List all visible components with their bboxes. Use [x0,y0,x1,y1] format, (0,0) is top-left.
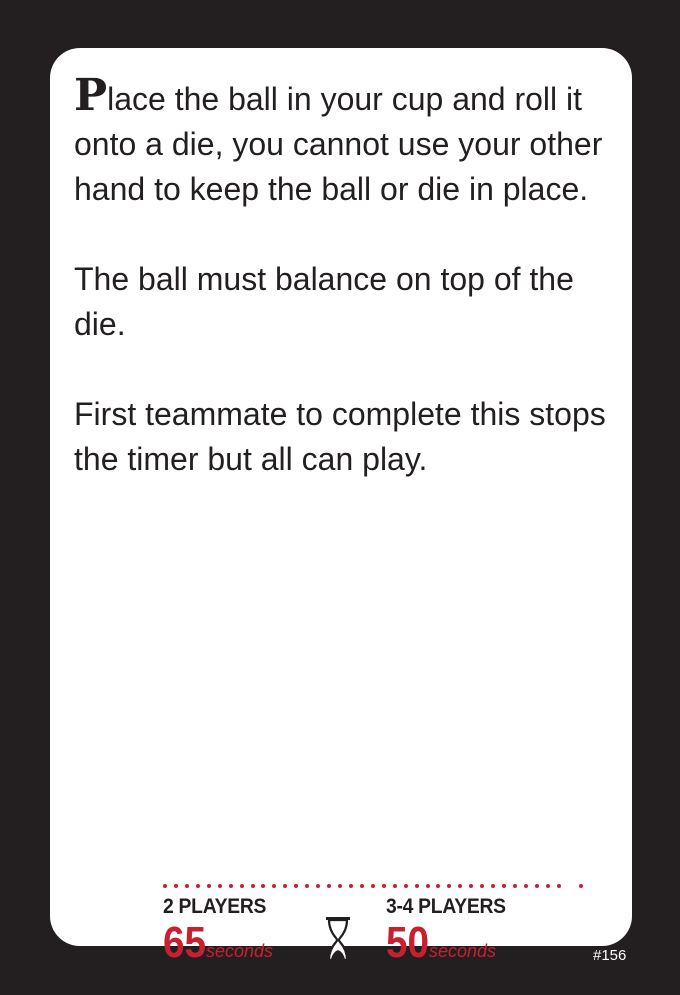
instruction-paragraph-1-text: lace the ball in your cup and roll it on… [74,81,603,207]
two-players-seconds-value: 65 [163,918,207,967]
three-four-players-label: 3-4 PLAYERS [386,895,506,918]
drop-cap: P [74,70,108,121]
dotted-divider [163,883,583,889]
three-four-players-time: 50seconds [386,921,516,965]
three-four-players-seconds-value: 50 [386,918,430,967]
instruction-paragraph-2: The ball must balance on top of the die. [74,261,574,342]
two-players-seconds-unit: seconds [205,941,273,961]
three-four-players-timing: 3-4 PLAYERS 50seconds [386,895,516,965]
challenge-card: Place the ball in your cup and roll it o… [50,48,632,965]
card-number: #156 [593,947,627,964]
instruction-paragraph-1: Place the ball in your cup and roll it o… [74,74,614,212]
three-four-players-seconds-unit: seconds [428,941,496,961]
two-players-timing: 2 PLAYERS 65seconds [163,895,275,965]
hourglass-icon [325,916,351,964]
two-players-time: 65seconds [163,921,275,965]
card-instructions: Place the ball in your cup and roll it o… [74,74,614,527]
instruction-paragraph-3: First teammate to complete this stops th… [74,396,606,477]
timing-section: 2 PLAYERS 65seconds 3-4 PLAYERS 50second… [163,883,583,973]
two-players-label: 2 PLAYERS [163,895,267,918]
